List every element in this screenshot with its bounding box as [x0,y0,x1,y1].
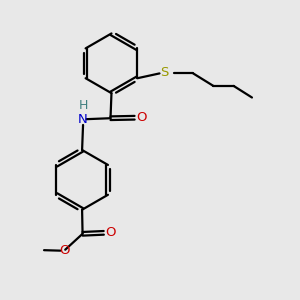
Text: S: S [160,66,169,80]
Text: O: O [105,226,116,239]
Text: N: N [78,113,88,126]
Text: O: O [59,244,70,257]
Text: H: H [78,99,88,112]
Text: O: O [136,111,146,124]
